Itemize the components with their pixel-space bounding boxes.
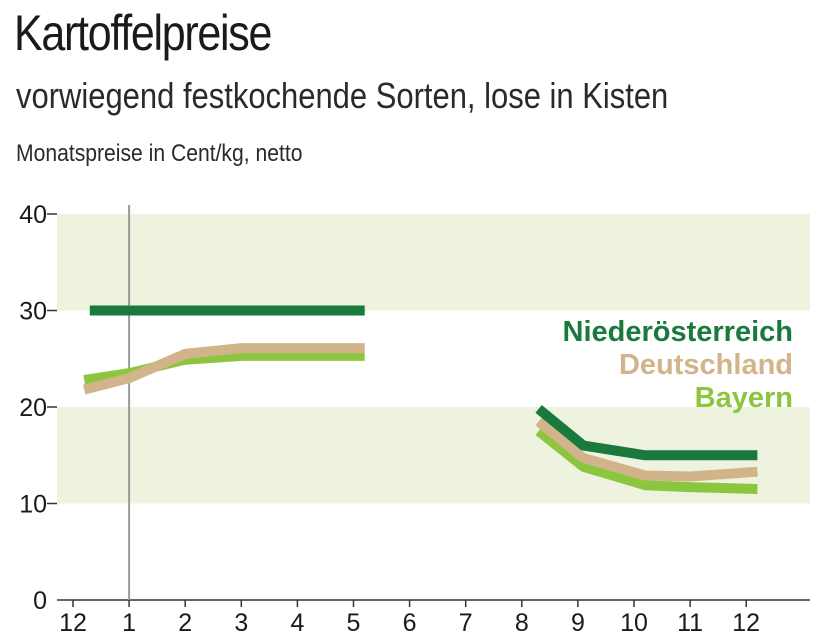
x-tick-label: 12	[59, 609, 87, 637]
x-tick-label: 12	[732, 609, 760, 637]
grid-band	[57, 214, 810, 311]
series-line-niederoesterreich	[535, 405, 758, 461]
x-tick-label: 8	[515, 609, 529, 637]
x-tick-label: 4	[290, 609, 304, 637]
legend-deutschland: Deutschland	[619, 349, 793, 381]
y-tick-label: 10	[19, 491, 47, 519]
legend-bayern: Bayern	[695, 382, 793, 414]
y-tick-label: 0	[33, 587, 47, 615]
x-tick-label: 7	[459, 609, 473, 637]
x-tick-label: 6	[403, 609, 417, 637]
x-tick-label: 10	[620, 609, 648, 637]
series-line-deutschland	[535, 417, 758, 482]
x-tick-label: 1	[122, 609, 136, 637]
y-tick-label: 30	[19, 298, 47, 326]
x-tick-label: 11	[677, 609, 703, 637]
x-tick-label: 9	[571, 609, 585, 637]
x-tick-label: 2	[178, 609, 192, 637]
y-tick-label: 40	[19, 201, 47, 229]
chart-title: Kartoffelpreise	[14, 5, 272, 61]
series-line-bayern	[535, 427, 758, 494]
series-line-deutschland	[82, 343, 365, 395]
legend-niederoesterreich: Niederösterreich	[563, 316, 794, 348]
y-axis-unit-label: Monatspreise in Cent/kg, netto	[16, 140, 303, 167]
chart-subtitle: vorwiegend festkochende Sorten, lose in …	[16, 75, 669, 116]
x-tick-label: 3	[234, 609, 248, 637]
x-tick-label: 5	[347, 609, 361, 637]
series-line-bayern	[83, 350, 365, 385]
y-tick-label: 20	[19, 394, 47, 422]
